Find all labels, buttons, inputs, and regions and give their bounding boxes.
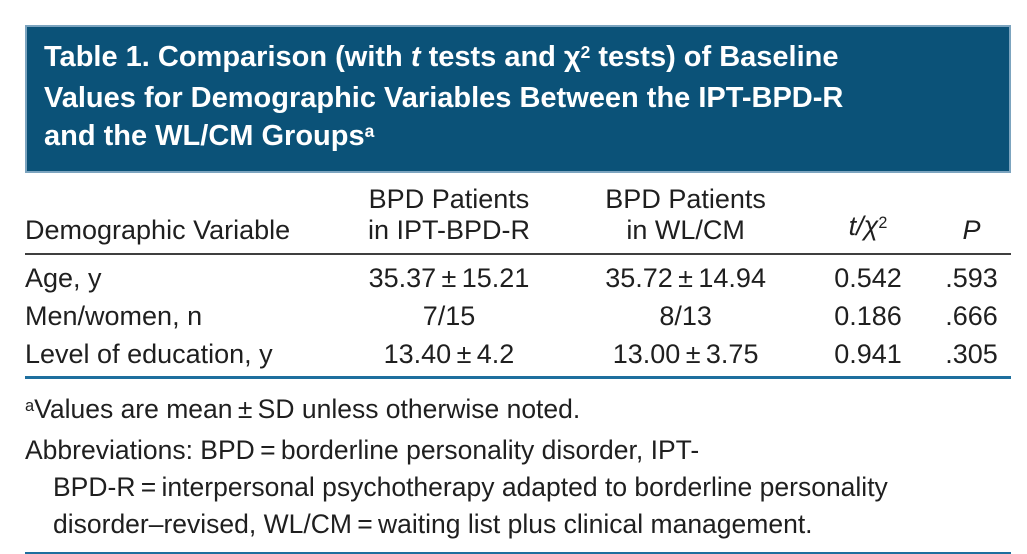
table-title-bar: Table 1. Comparison (with t tests and χ2… bbox=[25, 25, 1011, 173]
cell-p-value: .666 bbox=[945, 301, 998, 331]
footnote-abbreviations-line-1: Abbreviations: BPD = borderline personal… bbox=[25, 435, 700, 465]
column-header-wl-cm: BPD Patients in WL/CM bbox=[567, 184, 804, 255]
title-text: and the WL/CM Groups bbox=[44, 120, 365, 152]
title-italic-t: t bbox=[410, 41, 421, 73]
cell-ipt-value: 13.40 ± 4.2 bbox=[383, 339, 515, 369]
cell-p-value: .305 bbox=[945, 339, 998, 369]
column-header-demographic-variable: Demographic Variable bbox=[25, 184, 331, 255]
table-row-age: Age, y 35.37 ± 15.21 35.72 ± 14.94 0.542… bbox=[25, 254, 1011, 297]
table-row-men-women: Men/women, n 7/15 8/13 0.186 .666 bbox=[25, 297, 1011, 335]
column-header-line: BPD Patients bbox=[368, 184, 530, 214]
cell-wlcm-value: 35.72 ± 14.94 bbox=[605, 263, 766, 293]
cell-ipt-value: 35.37 ± 15.21 bbox=[368, 263, 530, 293]
statistic-label: t/χ bbox=[848, 211, 879, 241]
row-label: Level of education, y bbox=[25, 339, 273, 369]
footnote-values: aValues are mean ± SD unless otherwise n… bbox=[25, 391, 1011, 432]
row-label: Age, y bbox=[25, 263, 102, 293]
table-figure: Table 1. Comparison (with t tests and χ2… bbox=[25, 25, 1011, 554]
column-header-statistic: t/χ2 bbox=[803, 184, 933, 255]
statistic-superscript: 2 bbox=[878, 213, 888, 232]
footnotes: aValues are mean ± SD unless otherwise n… bbox=[25, 391, 1011, 543]
table-title-line-1: Table 1. Comparison (with t tests and χ2… bbox=[44, 38, 992, 79]
title-footnote-marker: a bbox=[364, 121, 375, 142]
title-text: tests) of Baseline bbox=[590, 41, 839, 73]
cell-wlcm-value: 8/13 bbox=[659, 301, 712, 331]
table-bottom-rule bbox=[25, 376, 1011, 379]
table-title-line-2: Values for Demographic Variables Between… bbox=[44, 82, 844, 114]
title-chi-superscript: 2 bbox=[580, 42, 591, 63]
data-table: Demographic Variable BPD Patients in IPT-… bbox=[25, 184, 1011, 373]
column-header-line: BPD Patients bbox=[605, 184, 766, 214]
footnote-marker-a: a bbox=[25, 397, 35, 416]
cell-statistic: 0.186 bbox=[834, 301, 902, 331]
footnote-abbreviations-line-2: BPD-R = interpersonal psychotherapy adap… bbox=[53, 472, 888, 502]
table-title-line-3: and the WL/CM Groupsa bbox=[44, 117, 992, 158]
title-text: tests and χ bbox=[420, 41, 581, 73]
table-header-row: Demographic Variable BPD Patients in IPT-… bbox=[25, 184, 1011, 255]
column-header-line: in WL/CM bbox=[626, 215, 745, 245]
title-text: Table 1. Comparison (with bbox=[44, 41, 411, 73]
table-body: Age, y 35.37 ± 15.21 35.72 ± 14.94 0.542… bbox=[25, 254, 1011, 373]
cell-statistic: 0.542 bbox=[834, 263, 902, 293]
column-header-line: in IPT-BPD-R bbox=[367, 215, 530, 245]
footnote-abbreviations-line-3: disorder–revised, WL/CM = waiting list p… bbox=[53, 509, 813, 539]
cell-p-value: .593 bbox=[945, 263, 998, 293]
table-row-education: Level of education, y 13.40 ± 4.2 13.00 … bbox=[25, 335, 1011, 373]
footnote-values-text: Values are mean ± SD unless otherwise no… bbox=[34, 394, 581, 424]
column-header-p-value: P bbox=[932, 184, 1011, 255]
cell-statistic: 0.941 bbox=[834, 339, 902, 369]
cell-wlcm-value: 13.00 ± 3.75 bbox=[612, 339, 759, 369]
cell-ipt-value: 7/15 bbox=[422, 301, 476, 331]
table-header: Demographic Variable BPD Patients in IPT-… bbox=[25, 184, 1011, 255]
column-header-ipt-bpd-r: BPD Patients in IPT-BPD-R bbox=[330, 184, 568, 255]
row-label: Men/women, n bbox=[25, 301, 203, 331]
